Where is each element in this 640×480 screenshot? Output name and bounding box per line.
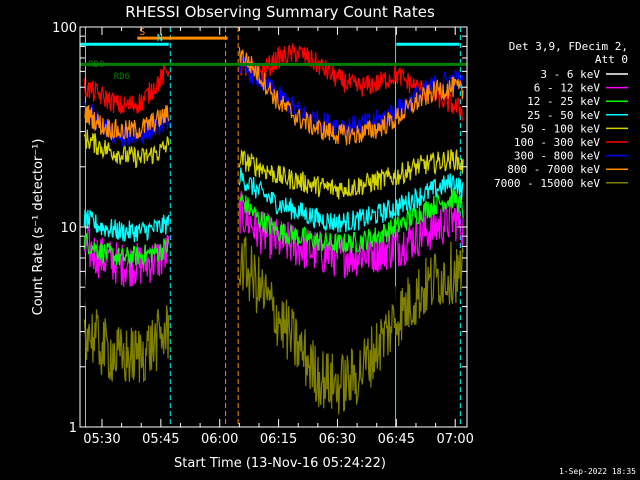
legend-label-4: 50 - 100 keV xyxy=(521,122,601,135)
legend-label-6: 300 - 800 keV xyxy=(514,150,600,163)
legend-label-2: 12 - 25 keV xyxy=(527,95,600,108)
rd-label-0: RD0 xyxy=(88,60,104,70)
legend-label-1: 6 - 12 keV xyxy=(534,82,601,95)
x-tick-label-6: 07:00 xyxy=(436,432,473,447)
x-tick-label-5: 06:45 xyxy=(378,432,415,447)
y-tick-label-2: 100 xyxy=(52,21,77,36)
flag-label-n: N xyxy=(157,33,163,44)
y-axis-ticks: 1 10 100 xyxy=(52,21,467,436)
flag-label-s: S xyxy=(139,27,145,38)
y-axis-label: Count Rate (s⁻¹ detector⁻¹) xyxy=(31,139,46,316)
x-axis-label: Start Time (13-Nov-16 05:24:22) xyxy=(174,456,386,471)
legend-label-7: 800 - 7000 keV xyxy=(507,163,600,176)
legend-label-0: 3 - 6 keV xyxy=(540,68,600,81)
y-tick-label-0: 1 xyxy=(69,421,77,436)
legend-header-line-1: Det 3,9, FDecim 2, xyxy=(509,40,628,53)
series-line-50to100keV xyxy=(83,129,464,200)
series-group xyxy=(83,43,464,415)
x-axis-ticks: 05:30 05:45 06:00 06:15 06:30 06:45 07:00 xyxy=(83,27,474,447)
legend-header-line-2: Att 0 xyxy=(595,53,628,66)
annotations-group: RD0 RD6 S N xyxy=(80,27,467,82)
x-tick-label-4: 06:30 xyxy=(319,432,356,447)
chart-title: RHESSI Observing Summary Count Rates xyxy=(125,3,435,21)
x-tick-label-2: 06:00 xyxy=(201,432,238,447)
series-line-800to7000keV xyxy=(84,47,464,146)
rd-label-1: RD6 xyxy=(114,72,130,82)
series-line-12to25keV xyxy=(83,187,464,267)
footer-timestamp: 1-Sep-2022 18:35 xyxy=(559,467,636,476)
legend-label-5: 100 - 300 keV xyxy=(514,136,600,149)
y-tick-label-1: 10 xyxy=(60,221,77,236)
x-tick-label-0: 05:30 xyxy=(83,432,120,447)
series-line-7000to15000keV xyxy=(83,236,464,415)
legend-label-3: 25 - 50 keV xyxy=(527,109,600,122)
x-tick-label-3: 06:15 xyxy=(260,432,297,447)
series-line-25to50keV xyxy=(83,167,464,243)
x-tick-label-1: 05:45 xyxy=(142,432,179,447)
legend-label-8: 7000 - 15000 keV xyxy=(494,177,600,190)
